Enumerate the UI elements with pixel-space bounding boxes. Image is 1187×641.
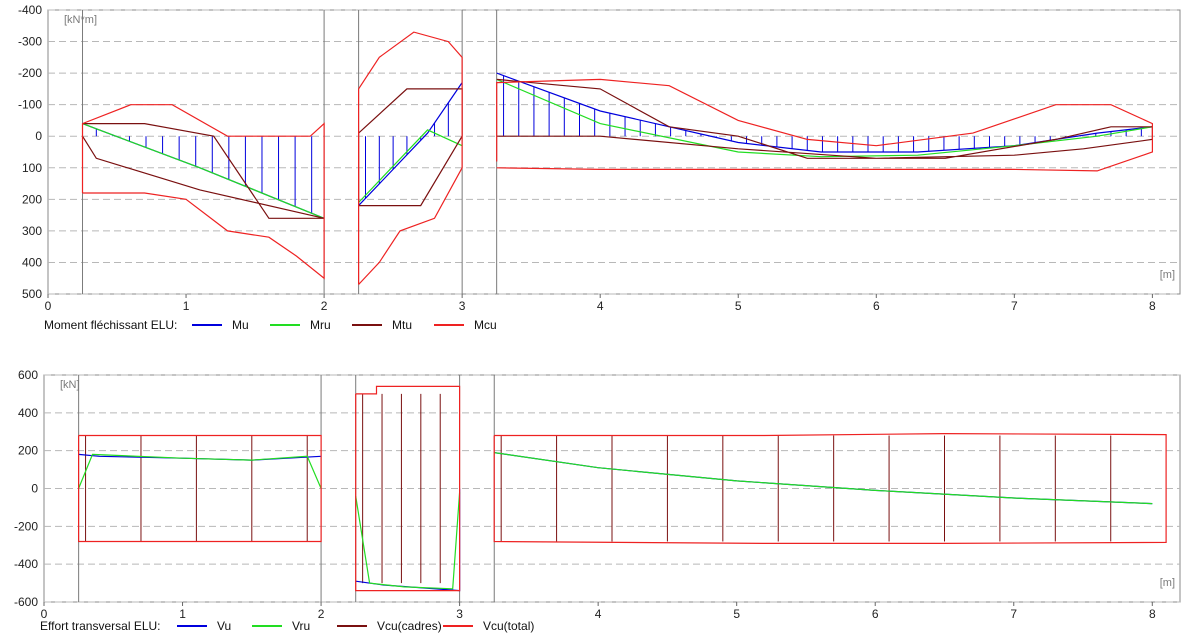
series-line-mcu bbox=[358, 31, 463, 285]
y-tick-label: 200 bbox=[22, 192, 42, 206]
y-tick-label: -300 bbox=[18, 35, 42, 49]
y-unit-label: [kN] bbox=[60, 379, 80, 391]
x-tick-label: 8 bbox=[1149, 299, 1156, 313]
shear-chart: -600 -400 -200 0 200 400 600 0 1 2 3 4 5 6 7 8 [kN] [m] Ef… bbox=[14, 368, 1181, 633]
y-tick-label: -600 bbox=[14, 595, 38, 609]
legend-title: Moment fléchissant ELU: bbox=[44, 318, 177, 332]
series-line-mcu bbox=[81, 104, 325, 280]
x-tick-label: 7 bbox=[1010, 607, 1017, 621]
series-line-vru bbox=[494, 452, 1153, 505]
legend-entry: Mtu bbox=[392, 318, 412, 332]
x-tick-label: 5 bbox=[733, 607, 740, 621]
y-tick-label: 400 bbox=[18, 406, 38, 420]
series-line-vcu-total- bbox=[493, 432, 1167, 545]
series-line-vru bbox=[355, 492, 461, 590]
series-line-mru bbox=[82, 123, 325, 219]
x-unit-label: [m] bbox=[1160, 269, 1175, 281]
series-line-vcu-total- bbox=[77, 434, 322, 543]
x-tick-label: 5 bbox=[735, 299, 742, 313]
series-line-mcu bbox=[496, 78, 1154, 172]
x-tick-label: 7 bbox=[1011, 299, 1018, 313]
y-tick-label: 300 bbox=[22, 224, 42, 238]
y-tick-label: 600 bbox=[18, 368, 38, 382]
x-tick-label: 6 bbox=[873, 299, 880, 313]
x-unit-label: [m] bbox=[1160, 577, 1175, 589]
y-tick-label: 500 bbox=[22, 287, 42, 301]
x-tick-label: 2 bbox=[318, 607, 325, 621]
legend-entry: Vru bbox=[292, 619, 310, 633]
y-tick-label: 0 bbox=[35, 129, 42, 143]
x-tick-label: 6 bbox=[872, 607, 879, 621]
x-tick-label: 4 bbox=[597, 299, 604, 313]
x-tick-label: 0 bbox=[45, 299, 52, 313]
y-tick-label: 400 bbox=[22, 255, 42, 269]
series-line-mu bbox=[496, 72, 1153, 153]
plot-frame bbox=[47, 9, 1181, 295]
series-line-mu bbox=[358, 82, 463, 207]
x-tick-label: 3 bbox=[459, 299, 466, 313]
legend-entry: Vcu(total) bbox=[483, 619, 534, 633]
x-tick-label: 8 bbox=[1149, 607, 1156, 621]
legend-entry: Vcu(cadres) bbox=[377, 619, 442, 633]
series-line-mtu bbox=[496, 78, 1154, 159]
y-unit-label: [kN*m] bbox=[64, 14, 97, 26]
x-tick-label: 1 bbox=[179, 607, 186, 621]
x-tick-label: 0 bbox=[41, 607, 48, 621]
y-tick-label: -200 bbox=[14, 519, 38, 533]
x-tick-label: 1 bbox=[183, 299, 190, 313]
series-line-vcu-total- bbox=[355, 385, 461, 592]
y-tick-label: 0 bbox=[31, 482, 38, 496]
y-tick-label: 100 bbox=[22, 161, 42, 175]
series-line-mru bbox=[496, 78, 1153, 158]
y-tick-label: -100 bbox=[18, 98, 42, 112]
y-tick-label: 200 bbox=[18, 444, 38, 458]
legend-entry: Mru bbox=[310, 318, 331, 332]
x-tick-label: 4 bbox=[595, 607, 602, 621]
legend-entry: Mcu bbox=[474, 318, 497, 332]
series-line-mru bbox=[358, 129, 463, 203]
y-tick-label: -200 bbox=[18, 66, 42, 80]
legend-title: Effort transversal ELU: bbox=[40, 619, 161, 633]
y-tick-label: -400 bbox=[14, 557, 38, 571]
y-tick-label: -400 bbox=[18, 3, 42, 17]
legend-entry: Vu bbox=[217, 619, 231, 633]
legend-entry: Mu bbox=[232, 318, 249, 332]
x-tick-label: 2 bbox=[321, 299, 328, 313]
series-line-vru bbox=[78, 453, 322, 489]
series-line-mtu bbox=[81, 122, 325, 219]
x-tick-label: 3 bbox=[456, 607, 463, 621]
